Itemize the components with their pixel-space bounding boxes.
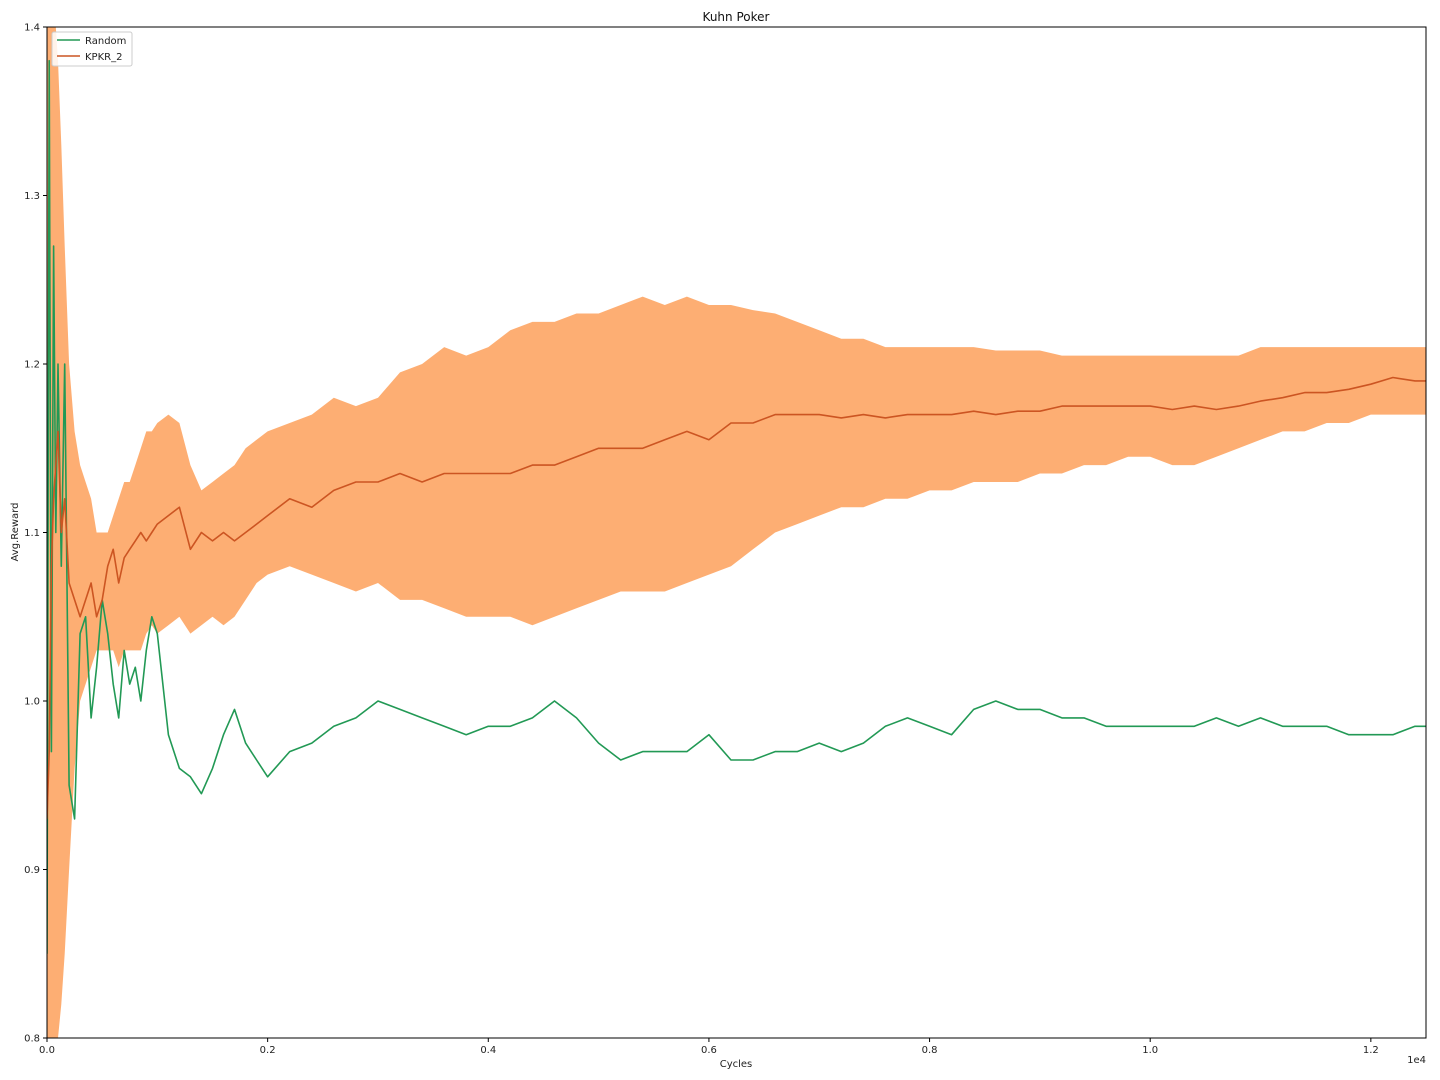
series-random-line (47, 59, 1426, 954)
x-tick-label: 0.2 (260, 1045, 276, 1056)
x-tick-label: 1.0 (1142, 1045, 1158, 1056)
legend-label-kpkr-2: KPKR_2 (85, 52, 122, 63)
x-tick-label: 0.4 (480, 1045, 496, 1056)
y-tick-label: 0.9 (24, 865, 40, 876)
series-kpkr-2-line (47, 376, 1426, 819)
x-axis-offset-text: 1e4 (1407, 1055, 1426, 1066)
x-axis-label: Cycles (720, 1059, 753, 1070)
y-tick-label: 1.4 (24, 23, 40, 34)
plot-area (47, 27, 1426, 1038)
x-tick-label: 0.0 (39, 1045, 55, 1056)
series-kpkr-2-confidence-band (47, 27, 1426, 1038)
y-tick-label: 1.3 (24, 191, 40, 202)
y-tick-label: 1.2 (24, 360, 40, 371)
legend: Random KPKR_2 (51, 31, 133, 67)
y-tick-label: 1.0 (24, 697, 40, 708)
x-tick-label: 0.8 (922, 1045, 938, 1056)
legend-label-random: Random (85, 36, 126, 47)
y-tick-label: 1.1 (24, 528, 40, 539)
x-tick-label: 1.2 (1363, 1045, 1379, 1056)
x-axis: 0.0 0.2 0.4 0.6 0.8 1.0 1.2 (39, 1038, 1379, 1056)
y-tick-label: 0.8 (24, 1034, 40, 1045)
y-axis: 0.8 0.9 1.0 1.1 1.2 1.3 1.4 (24, 23, 47, 1045)
x-tick-label: 0.6 (701, 1045, 717, 1056)
chart-title: Kuhn Poker (703, 10, 770, 24)
y-axis-label: Avg.Reward (10, 503, 21, 562)
